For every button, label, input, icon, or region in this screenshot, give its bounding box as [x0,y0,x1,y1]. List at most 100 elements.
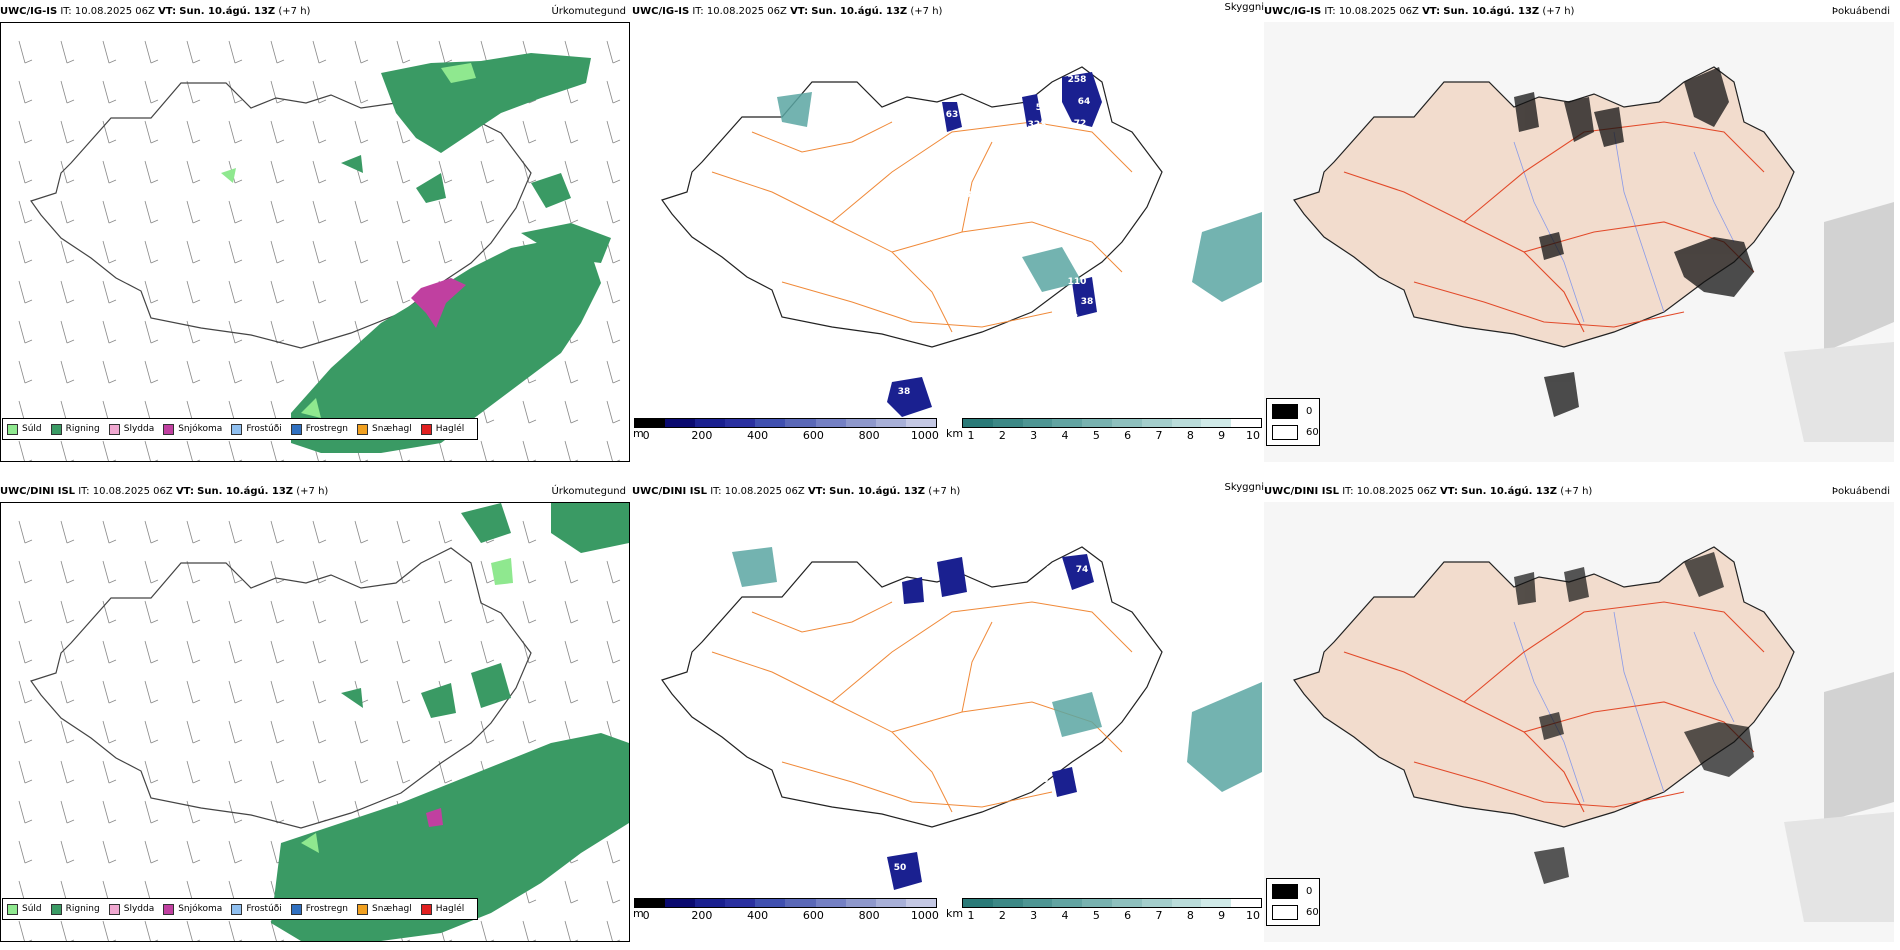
legend-item: 0 [1272,884,1312,899]
lead-time: (+7 h) [278,6,311,17]
legend-label: 60 [1306,427,1319,438]
legend-label: Slydda [123,424,155,434]
scale-tick: 2 [998,429,1006,442]
legend-item: Frostregn [290,423,348,435]
panel-title: Skyggni [1224,482,1264,493]
cloud-base-label: 28 [1026,730,1039,740]
scale-unit: m [633,427,644,440]
legend-item: Haglél [420,903,464,915]
model-name: UWC/IG-IS [1264,6,1322,17]
cloud-base-label: 31 [916,85,929,95]
scale-unit: m [633,907,644,920]
panel-header: UWC/DINI ISL IT: 10.08.2025 06Z VT: Sun.… [0,486,630,500]
legend-swatch [357,903,369,915]
fog-legend: 0 60 [1266,878,1320,926]
legend-label: Snæhagl [372,424,412,434]
scale-tick: 6 [1124,909,1132,922]
scale-tick: 3 [1030,429,1038,442]
legend-item: 0 [1272,404,1312,419]
cloud-base-scale: 0 200 400 600 800 1000 m [633,898,939,924]
legend-label: Rigning [65,904,100,914]
legend-swatch [231,423,243,435]
vt-value: Sun. 10.ágú. 13Z [197,486,294,497]
fog-areas [1514,67,1754,417]
cloud-base-label: 66 [1036,775,1049,785]
road-network [1343,121,1765,333]
cloud-base-label: 64 [1078,97,1091,107]
legend-swatch [231,903,243,915]
visibility-map[interactable]: 74 65 87 20 102 187 28 59 66 50 10 [632,502,1262,942]
legend-label: Súld [22,424,42,434]
legend-swatch [420,903,432,915]
visibility-panel-row2: UWC/DINI ISL IT: 10.08.2025 06Z VT: Sun.… [632,480,1264,942]
scale-tick: 4 [1061,429,1069,442]
scale-unit: km [946,427,964,440]
cloud-base-label: 62 [1066,313,1079,323]
legend-label: 0 [1306,406,1313,417]
scale-tick: 1 [967,429,975,442]
scale-tick: 200 [691,909,713,922]
scale-tick: 1 [967,909,975,922]
road-network [711,601,1133,813]
scale-tick: 9 [1218,429,1226,442]
model-name: UWC/IG-IS [0,6,58,17]
model-name: UWC/DINI ISL [1264,486,1340,497]
precip-map[interactable] [0,502,630,942]
legend-item: Rigning [50,423,100,435]
fog-map[interactable] [1264,502,1894,942]
scale-ticks: 0 200 400 600 800 1000 [634,428,939,442]
precip-panel-row1: UWC/IG-IS IT: 10.08.2025 06Z VT: Sun. 10… [0,0,630,462]
legend-swatch [420,423,432,435]
it-label: IT: [1342,486,1354,497]
panel-header: UWC/IG-IS IT: 10.08.2025 06Z VT: Sun. 10… [632,2,1264,20]
precip-map[interactable] [0,22,630,462]
scale-tick: 800 [858,429,880,442]
scale-tick: 4 [1061,909,1069,922]
cloud-base-label: 110 [1068,277,1087,287]
scale-bar [634,898,937,908]
fog-panel-row1: UWC/IG-IS IT: 10.08.2025 06Z VT: Sun. 10… [1264,0,1894,462]
vt-label: VT: [175,486,194,497]
legend-label: Haglél [435,424,465,434]
legend-label: Frostregn [305,904,349,914]
cloud-base-label: 59 [1046,745,1059,755]
legend-item: Rigning [50,903,100,915]
cloud-base-label: 72 [1074,119,1087,129]
legend-label: Snjókoma [178,424,223,434]
legend-swatch [7,423,18,435]
cloud-base-label: 52 [931,105,944,115]
cloud-base-label: 10 [866,867,879,877]
lead-time: (+7 h) [910,6,943,17]
cloud-base-scale: 0 200 400 600 800 1000 m [633,418,939,444]
scale-tick: 7 [1155,429,1163,442]
vt-value: Sun. 10.ágú. 13Z [811,6,908,17]
precip-legend: Súld Rigning Slydda Snjókoma Frostúði Fr… [2,418,479,440]
legend-item: Slydda [108,903,154,915]
scale-tick: 0 [642,429,650,442]
precip-legend: Súld Rigning Slydda Snjókoma Frostúði Fr… [2,898,479,920]
legend-item: Frostregn [290,903,349,915]
scale-tick: 8 [1186,429,1194,442]
wind-barbs [18,40,621,461]
cloud-base-label: 102 [973,615,992,625]
legend-label: Frostúði [246,424,282,434]
visibility-scale: 1 2 3 4 5 6 7 8 9 10 km [946,898,1262,924]
panel-header: UWC/IG-IS IT: 10.08.2025 06Z VT: Sun. 10… [0,6,630,20]
scale-unit: km [946,907,964,920]
visibility-map[interactable]: 258 64 72 53 323 52 31 63 133 11 110 38 62 38 [632,22,1262,462]
legend-swatch [1272,905,1298,920]
cloud-base-label: 38 [898,387,911,397]
cloud-base-area [887,554,1094,890]
fog-map[interactable] [1264,22,1894,462]
drizzle-area [221,63,476,418]
scale-tick: 800 [858,909,880,922]
scale-tick: 200 [691,429,713,442]
scale-tick: 5 [1092,429,1100,442]
scale-tick: 10 [1246,429,1260,442]
legend-label: Súld [22,904,42,914]
it-label: IT: [78,486,90,497]
it-label: IT: [710,486,722,497]
legend-label: Snæhagl [372,904,412,914]
legend-swatch [108,423,120,435]
